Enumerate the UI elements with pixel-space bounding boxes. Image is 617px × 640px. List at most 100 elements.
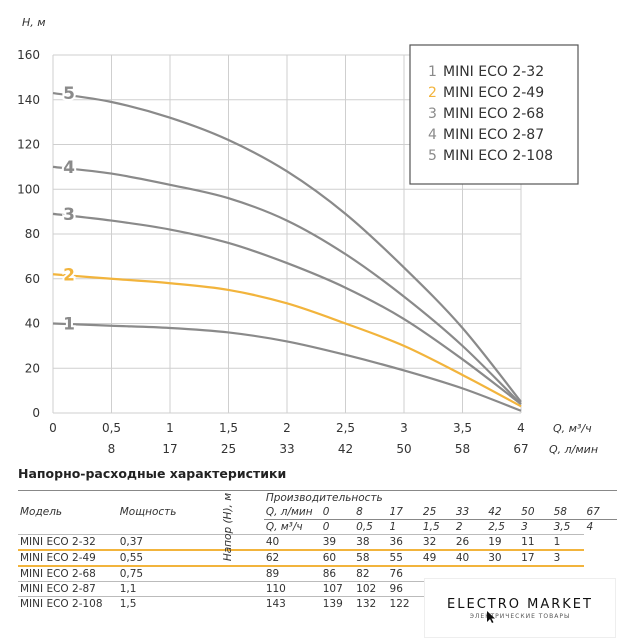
row-head-value: 139 <box>320 596 355 611</box>
row-head-value: 3 <box>551 549 585 567</box>
legend-box <box>409 44 579 185</box>
row-head-value: 62 <box>263 549 321 567</box>
series-number-label: 2 <box>63 265 75 285</box>
table-q-m3h-row: Напор (H), м Q, м³/ч 0 0,5 1 1,5 2 2,5 3 3,5 4 <box>18 493 617 561</box>
row-head-value: 39 <box>320 534 355 550</box>
row-head-value: 58 <box>354 549 388 567</box>
row-head-value: 76 <box>387 565 421 582</box>
series-line-4 <box>52 165 522 405</box>
y-tick-label: 20 <box>25 361 40 375</box>
electro-market-watermark: ELECTRO MARKET ЭЛЕКТРИЧЕСКИЕ ТОВАРЫ <box>424 578 616 638</box>
x2-tick-label: 50 <box>396 442 411 456</box>
q-m3h-value: 1 <box>387 519 421 535</box>
q-lmin-value: 58 <box>553 506 567 518</box>
legend-item-number: 1 <box>428 64 437 80</box>
table-row: MINI ECO 2-32 0,37 40 39 38 36 32 26 19 11 1 <box>18 534 617 550</box>
row-head-value <box>486 565 520 582</box>
legend-item-number: 3 <box>428 106 437 122</box>
chart-legend: 1 MINI ECO 2-32 2 MINI ECO 2-49 3 MINI ECO 2-… <box>409 44 579 185</box>
x-axis-ticks: 0 0,5 1 1,5 2 2,5 3 3,5 4 8 17 25 33 42 50 58 67 <box>49 421 528 456</box>
col-model-header: Модель <box>20 506 63 519</box>
x2-tick-label: 25 <box>221 442 236 456</box>
x2-tick-label: 58 <box>455 442 470 456</box>
row-power: 0,37 <box>117 534 192 550</box>
q-lmin-value: 50 <box>521 506 535 518</box>
row-head-value: 132 <box>354 596 388 611</box>
x-tick-label: 2,5 <box>336 421 355 435</box>
table-spacer <box>118 520 192 535</box>
q-m3h-value: 2,5 <box>486 519 520 535</box>
x2-tick-label: 8 <box>108 442 116 456</box>
table-row: MINI ECO 2-49 0,55 62 60 58 55 49 40 30 17 3 <box>18 549 617 567</box>
q-m3h-value: 4 <box>584 519 617 535</box>
row-head-value: 26 <box>453 534 487 550</box>
series-number-label: 3 <box>63 205 75 225</box>
row-model: MINI ECO 2-49 <box>18 549 118 567</box>
row-head-value: 102 <box>354 581 388 597</box>
y-tick-label: 120 <box>17 138 40 152</box>
x2-tick-label: 67 <box>513 442 528 456</box>
q-m3h-value: 3,5 <box>551 519 585 535</box>
x-tick-label: 1,5 <box>219 421 238 435</box>
row-head-value: 17 <box>519 549 552 567</box>
y-tick-label: 0 <box>32 406 40 420</box>
row-model: MINI ECO 2-68 <box>18 565 118 582</box>
series-number-label: 4 <box>63 158 75 178</box>
table-spacer <box>191 565 264 582</box>
x-tick-label: 4 <box>517 421 525 435</box>
row-head-value: 107 <box>320 581 355 597</box>
legend-item-number: 5 <box>428 148 437 164</box>
watermark-title: ELECTRO MARKET <box>447 596 593 612</box>
y-axis-ticks: 0 20 40 60 80 100 120 140 160 <box>17 48 40 420</box>
row-head-value: 40 <box>263 534 321 550</box>
table-spacer <box>191 534 264 550</box>
table-q-lmin-row: Модель Мощность Q, л/мин 0 8 17 25 33 42 50 58 6… <box>18 505 617 520</box>
y-tick-label: 60 <box>25 272 40 286</box>
q-lmin-value: 25 <box>422 506 437 518</box>
table-spacer <box>191 596 264 611</box>
side-label-cell: Напор (H), м <box>192 493 264 561</box>
series-line-5 <box>52 91 522 403</box>
head-side-label: Напор (H), м <box>221 492 234 561</box>
q-m3h-value: 0,5 <box>354 519 388 535</box>
q-m3h-value: 0 <box>320 519 355 535</box>
row-head-value: 30 <box>486 549 520 567</box>
legend-item-number: 2 <box>428 85 437 101</box>
q-lmin-value: 17 <box>389 506 403 518</box>
q-lmin-value: 67 <box>586 506 600 518</box>
legend-item-label: MINI ECO 2-87 <box>443 127 544 143</box>
legend-item-label: MINI ECO 2-49 <box>443 85 544 101</box>
legend-item-label: MINI ECO 2-32 <box>443 64 544 80</box>
row-model: MINI ECO 2-108 <box>18 596 118 611</box>
row-head-value <box>453 565 487 582</box>
chart-curves: 1 2 3 4 5 <box>52 82 522 412</box>
row-head-value: 86 <box>320 565 355 582</box>
chart-grid <box>52 54 522 414</box>
series-number-label: 1 <box>63 315 75 335</box>
legend-item-number: 4 <box>428 127 437 143</box>
q-lmin-label: Q, л/мин <box>265 506 313 518</box>
x2-tick-label: 17 <box>162 442 177 456</box>
table-spacer <box>191 490 264 505</box>
q-lmin-value: 8 <box>356 506 363 518</box>
x2-tick-label: 33 <box>279 442 294 456</box>
y-axis-label: H, м <box>22 16 46 29</box>
row-head-value: 89 <box>263 565 321 582</box>
x-axis-label-secondary: Q, л/мин <box>549 443 598 456</box>
row-power: 1,1 <box>117 581 192 597</box>
row-head-value <box>551 565 585 582</box>
row-power: 0,75 <box>117 565 192 582</box>
table-row: MINI ECO 2-68 0,75 89 86 82 76 <box>18 565 617 582</box>
row-power: 0,55 <box>117 549 192 567</box>
row-head-value: 19 <box>486 534 520 550</box>
y-tick-label: 80 <box>25 227 40 241</box>
q-lmin-value: 0 <box>322 506 330 518</box>
row-head-value: 32 <box>420 534 454 550</box>
table-spacer <box>191 581 264 597</box>
row-power: 1,5 <box>117 596 192 611</box>
legend-item-label: MINI ECO 2-68 <box>443 106 544 122</box>
x-tick-label: 1 <box>166 421 174 435</box>
table-spacer <box>117 490 192 505</box>
row-head-value: 143 <box>263 596 321 611</box>
row-head-value <box>519 565 552 582</box>
